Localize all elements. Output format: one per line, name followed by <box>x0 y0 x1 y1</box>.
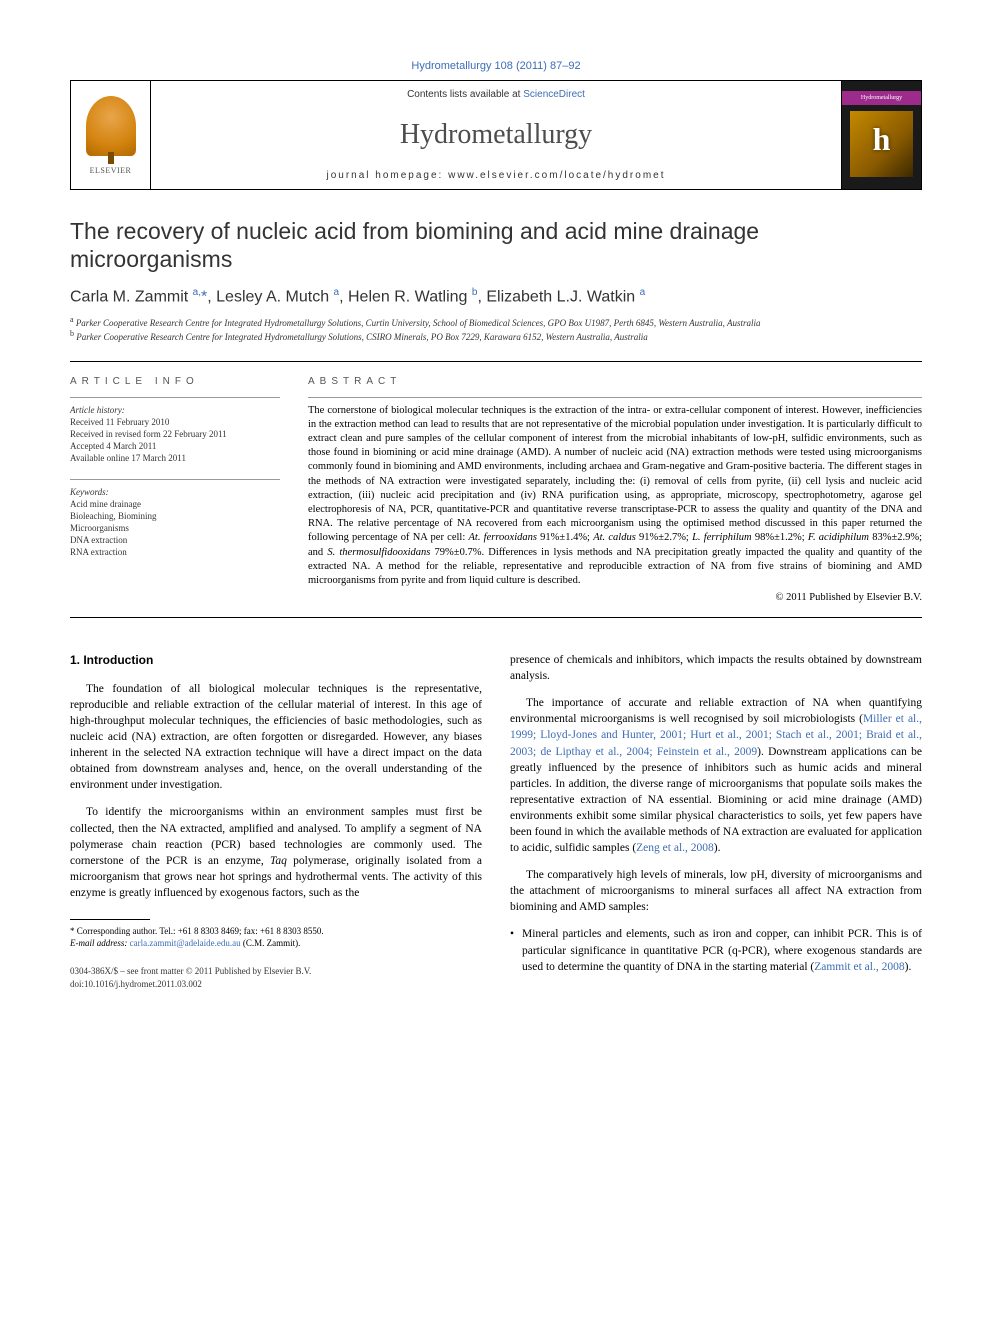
history-accepted: Accepted 4 March 2011 <box>70 440 280 452</box>
history-revised: Received in revised form 22 February 201… <box>70 428 280 440</box>
history-label: Article history: <box>70 404 280 416</box>
corr-email-link[interactable]: carla.zammit@adelaide.edu.au <box>130 938 241 948</box>
elsevier-label: ELSEVIER <box>90 166 132 175</box>
corr-email-line: E-mail address: carla.zammit@adelaide.ed… <box>70 938 482 950</box>
affiliation-a: a Parker Cooperative Research Centre for… <box>70 315 922 329</box>
cover-letter: h <box>842 121 921 158</box>
body-paragraph: The foundation of all biological molecul… <box>70 681 482 794</box>
page-root: Hydrometallurgy 108 (2011) 87–92 ELSEVIE… <box>0 0 992 1031</box>
header-center: Contents lists available at ScienceDirec… <box>151 81 841 189</box>
abstract-divider <box>308 397 922 398</box>
info-divider-1 <box>70 397 280 398</box>
section-heading-introduction: 1. Introduction <box>70 652 482 669</box>
abstract-text: The cornerstone of biological molecular … <box>308 404 922 588</box>
body-paragraph: The comparatively high levels of mineral… <box>510 867 922 915</box>
abstract-label: ABSTRACT <box>308 376 922 387</box>
journal-title: Hydrometallurgy <box>400 119 592 151</box>
keyword-item: Acid mine drainage <box>70 498 280 510</box>
keyword-item: Microorganisms <box>70 522 280 534</box>
elsevier-logo: ELSEVIER <box>71 81 151 189</box>
corresponding-author-footnote: * Corresponding author. Tel.: +61 8 8303… <box>70 926 482 949</box>
body-column-right: presence of chemicals and inhibitors, wh… <box>510 652 922 991</box>
body-paragraph: presence of chemicals and inhibitors, wh… <box>510 652 922 684</box>
keyword-item: DNA extraction <box>70 534 280 546</box>
article-info-column: ARTICLE INFO Article history: Received 1… <box>70 376 280 603</box>
bullet-list: Mineral particles and elements, such as … <box>510 926 922 974</box>
info-divider-2 <box>70 479 280 480</box>
keywords-label: Keywords: <box>70 486 280 498</box>
body-paragraph: To identify the microorganisms within an… <box>70 804 482 901</box>
journal-reference-link[interactable]: Hydrometallurgy 108 (2011) 87–92 <box>70 60 922 72</box>
elsevier-tree-icon <box>86 96 136 156</box>
body-paragraph: The importance of accurate and reliable … <box>510 695 922 856</box>
abstract-copyright: © 2011 Published by Elsevier B.V. <box>308 592 922 603</box>
bullet-item: Mineral particles and elements, such as … <box>510 926 922 974</box>
email-label: E-mail address: <box>70 938 127 948</box>
article-history: Article history: Received 11 February 20… <box>70 404 280 465</box>
contents-available-line: Contents lists available at ScienceDirec… <box>407 89 585 100</box>
history-received: Received 11 February 2010 <box>70 416 280 428</box>
affiliation-b: b Parker Cooperative Research Centre for… <box>70 329 922 343</box>
journal-homepage-line: journal homepage: www.elsevier.com/locat… <box>326 170 665 181</box>
affiliations: a Parker Cooperative Research Centre for… <box>70 315 922 343</box>
sciencedirect-link[interactable]: ScienceDirect <box>523 89 585 100</box>
article-title: The recovery of nucleic acid from biomin… <box>70 218 922 273</box>
doi-line: doi:10.1016/j.hydromet.2011.03.002 <box>70 978 482 991</box>
front-matter-line: 0304-386X/$ – see front matter © 2011 Pu… <box>70 965 482 978</box>
keyword-item: RNA extraction <box>70 546 280 558</box>
divider-bottom <box>70 617 922 618</box>
author-list: Carla M. Zammit a,*, Lesley A. Mutch a, … <box>70 287 922 306</box>
body-columns: 1. Introduction The foundation of all bi… <box>70 652 922 991</box>
footnote-separator <box>70 919 150 920</box>
keyword-item: Bioleaching, Biomining <box>70 510 280 522</box>
cover-band: Hydrometallurgy <box>842 91 921 105</box>
journal-cover-thumbnail: Hydrometallurgy h <box>841 81 921 189</box>
keywords-block: Keywords: Acid mine drainage Bioleaching… <box>70 486 280 559</box>
contents-prefix: Contents lists available at <box>407 89 523 100</box>
corr-email-suffix: (C.M. Zammit). <box>243 938 301 948</box>
journal-header-bar: ELSEVIER Contents lists available at Sci… <box>70 80 922 190</box>
article-info-label: ARTICLE INFO <box>70 376 280 387</box>
abstract-column: ABSTRACT The cornerstone of biological m… <box>308 376 922 603</box>
body-column-left: 1. Introduction The foundation of all bi… <box>70 652 482 991</box>
info-abstract-row: ARTICLE INFO Article history: Received 1… <box>70 362 922 617</box>
history-online: Available online 17 March 2011 <box>70 452 280 464</box>
corr-author-line: * Corresponding author. Tel.: +61 8 8303… <box>70 926 482 938</box>
